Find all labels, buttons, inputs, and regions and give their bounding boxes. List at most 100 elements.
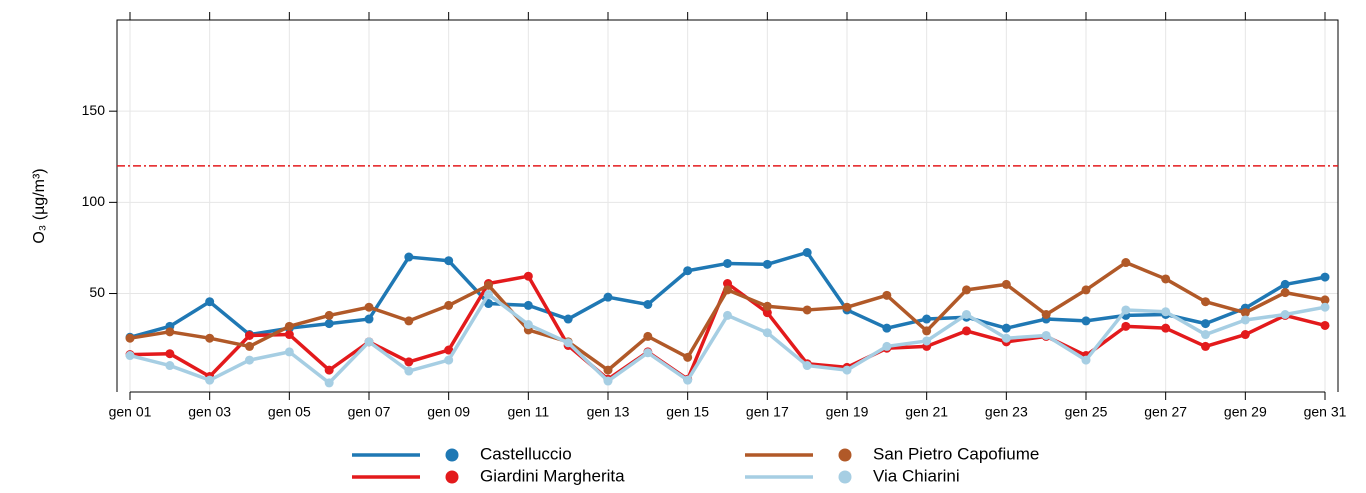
x-tick-label: gen 15	[666, 404, 709, 420]
data-point	[364, 314, 374, 324]
x-tick-label: gen 13	[587, 404, 630, 420]
data-point	[1201, 330, 1210, 340]
x-tick-label: gen 27	[1144, 404, 1187, 420]
data-point	[245, 355, 254, 365]
x-tick-label: gen 29	[1224, 404, 1267, 420]
data-point	[1161, 323, 1171, 333]
data-point	[882, 341, 892, 351]
data-point	[1041, 330, 1051, 340]
data-point	[603, 365, 613, 375]
data-point	[1320, 302, 1330, 312]
data-point	[1280, 288, 1290, 298]
data-point	[643, 331, 653, 341]
data-point	[723, 258, 732, 268]
data-point	[324, 378, 334, 388]
legend-label: Giardini Margherita	[480, 466, 625, 485]
data-point	[324, 310, 334, 320]
legend-marker	[838, 448, 852, 462]
data-point	[962, 285, 971, 295]
data-point	[683, 375, 693, 385]
data-point	[1001, 279, 1011, 289]
legend-marker	[838, 470, 852, 484]
data-point	[1240, 330, 1250, 340]
data-point	[1121, 321, 1131, 331]
data-point	[683, 352, 693, 362]
data-point	[245, 330, 254, 340]
y-tick-label: 150	[82, 102, 106, 118]
data-point	[1041, 310, 1051, 319]
data-point	[603, 292, 613, 302]
data-point	[404, 252, 414, 262]
data-point	[882, 323, 892, 333]
data-point	[1161, 307, 1171, 317]
data-point	[1201, 297, 1210, 307]
data-point	[1001, 323, 1011, 333]
data-point	[444, 256, 454, 266]
data-point	[125, 351, 135, 361]
data-point	[882, 290, 892, 300]
data-point	[762, 308, 772, 318]
data-point	[962, 310, 971, 319]
data-point	[723, 310, 732, 320]
data-point	[802, 361, 812, 371]
data-point	[1121, 258, 1131, 268]
data-point	[523, 320, 533, 330]
x-tick-label: gen 25	[1065, 404, 1108, 420]
data-point	[1001, 333, 1011, 343]
data-point	[484, 280, 493, 290]
data-point	[324, 365, 334, 375]
data-point	[1320, 320, 1330, 330]
data-point	[1201, 341, 1210, 351]
x-tick-label: gen 01	[109, 404, 152, 420]
data-point	[762, 328, 772, 338]
legend-label: Castelluccio	[480, 444, 572, 463]
x-tick-label: gen 19	[826, 404, 869, 420]
data-point	[523, 271, 533, 281]
data-point	[324, 319, 334, 329]
data-point	[284, 347, 294, 357]
data-point	[205, 297, 215, 307]
data-point	[284, 330, 294, 340]
x-tick-label: gen 05	[268, 404, 311, 420]
data-point	[603, 376, 613, 386]
data-point	[205, 375, 215, 385]
data-point	[762, 301, 772, 311]
y-tick-label: 100	[82, 193, 106, 209]
data-point	[563, 314, 573, 324]
legend-label: San Pietro Capofiume	[873, 444, 1039, 463]
data-point	[683, 266, 693, 276]
series-line	[129, 292, 1326, 385]
data-point	[1280, 310, 1290, 319]
data-point	[802, 305, 812, 315]
data-point	[404, 366, 414, 376]
legend-label: Via Chiarini	[873, 466, 960, 485]
data-point	[643, 348, 653, 358]
data-point	[1161, 274, 1171, 284]
data-point	[1081, 316, 1091, 326]
data-point	[802, 248, 812, 257]
data-point	[1081, 355, 1091, 365]
data-point	[444, 345, 454, 355]
data-point	[165, 327, 175, 337]
data-point	[484, 289, 493, 299]
x-tick-label: gen 07	[348, 404, 391, 420]
x-tick-label: gen 11	[507, 404, 549, 420]
data-point	[563, 338, 573, 348]
data-point	[842, 302, 852, 312]
data-point	[922, 336, 932, 346]
x-tick-label: gen 09	[427, 404, 470, 420]
data-point	[444, 355, 454, 365]
x-tick-label: gen 21	[905, 404, 948, 420]
data-point	[723, 279, 732, 288]
data-point	[1201, 319, 1210, 329]
data-point	[1081, 285, 1091, 295]
data-point	[922, 326, 932, 336]
y-tick-label: 50	[89, 284, 105, 300]
data-point	[1240, 308, 1250, 318]
x-tick-label: gen 23	[985, 404, 1028, 420]
data-point	[1121, 305, 1131, 315]
data-point	[962, 326, 971, 336]
x-tick-label: gen 03	[188, 404, 231, 420]
legend-marker	[445, 470, 459, 484]
data-point	[404, 316, 414, 326]
